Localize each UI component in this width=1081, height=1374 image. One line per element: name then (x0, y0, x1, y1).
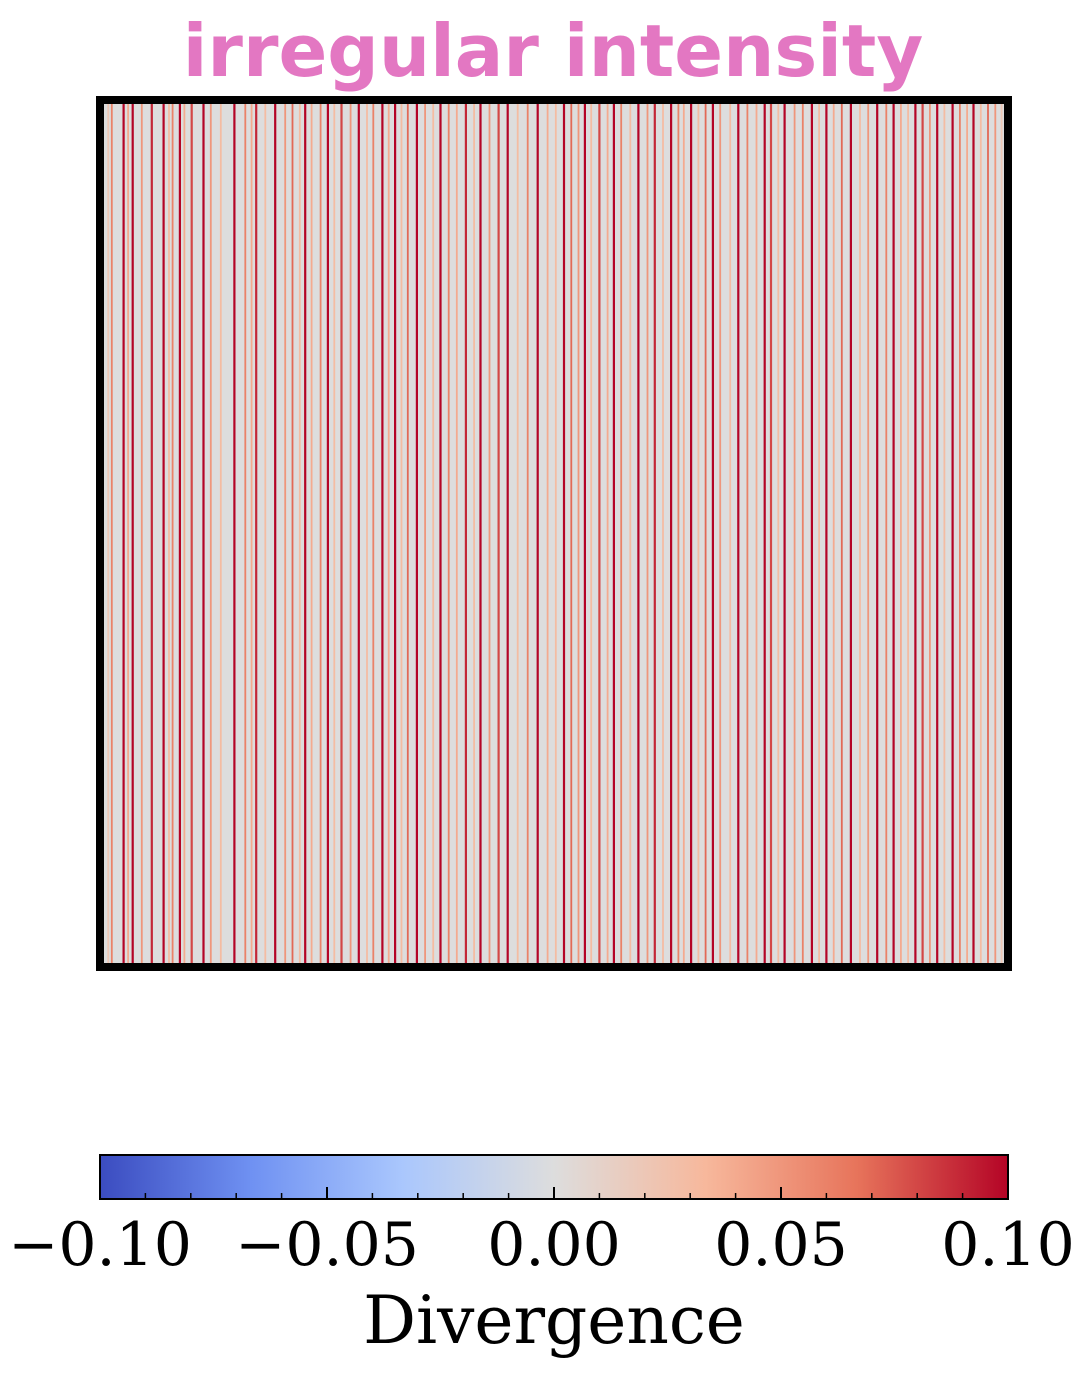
colorbar-tick-label: 0.05 (714, 1210, 848, 1280)
colorbar: −0.10 −0.05 0.00 0.05 0.10 Divergence (8, 1154, 1075, 1359)
plot-frame (96, 96, 1012, 971)
colorbar-label: Divergence (363, 1282, 745, 1359)
colorbar-tick-label: 0.00 (487, 1210, 621, 1280)
colorbar-tick-label: −0.10 (8, 1210, 192, 1280)
heatmap-stripes (107, 100, 1003, 967)
colorbar-tick-label: −0.05 (235, 1210, 419, 1280)
heatmap-plot-area (96, 96, 1012, 971)
colorbar-ticks (99, 1187, 1009, 1199)
chart-title: irregular intensity (183, 9, 924, 93)
heatmap-background (100, 100, 1008, 967)
colorbar-tick-label: 0.10 (941, 1210, 1075, 1280)
colorbar-tick-labels: −0.10 −0.05 0.00 0.05 0.10 (8, 1210, 1075, 1280)
